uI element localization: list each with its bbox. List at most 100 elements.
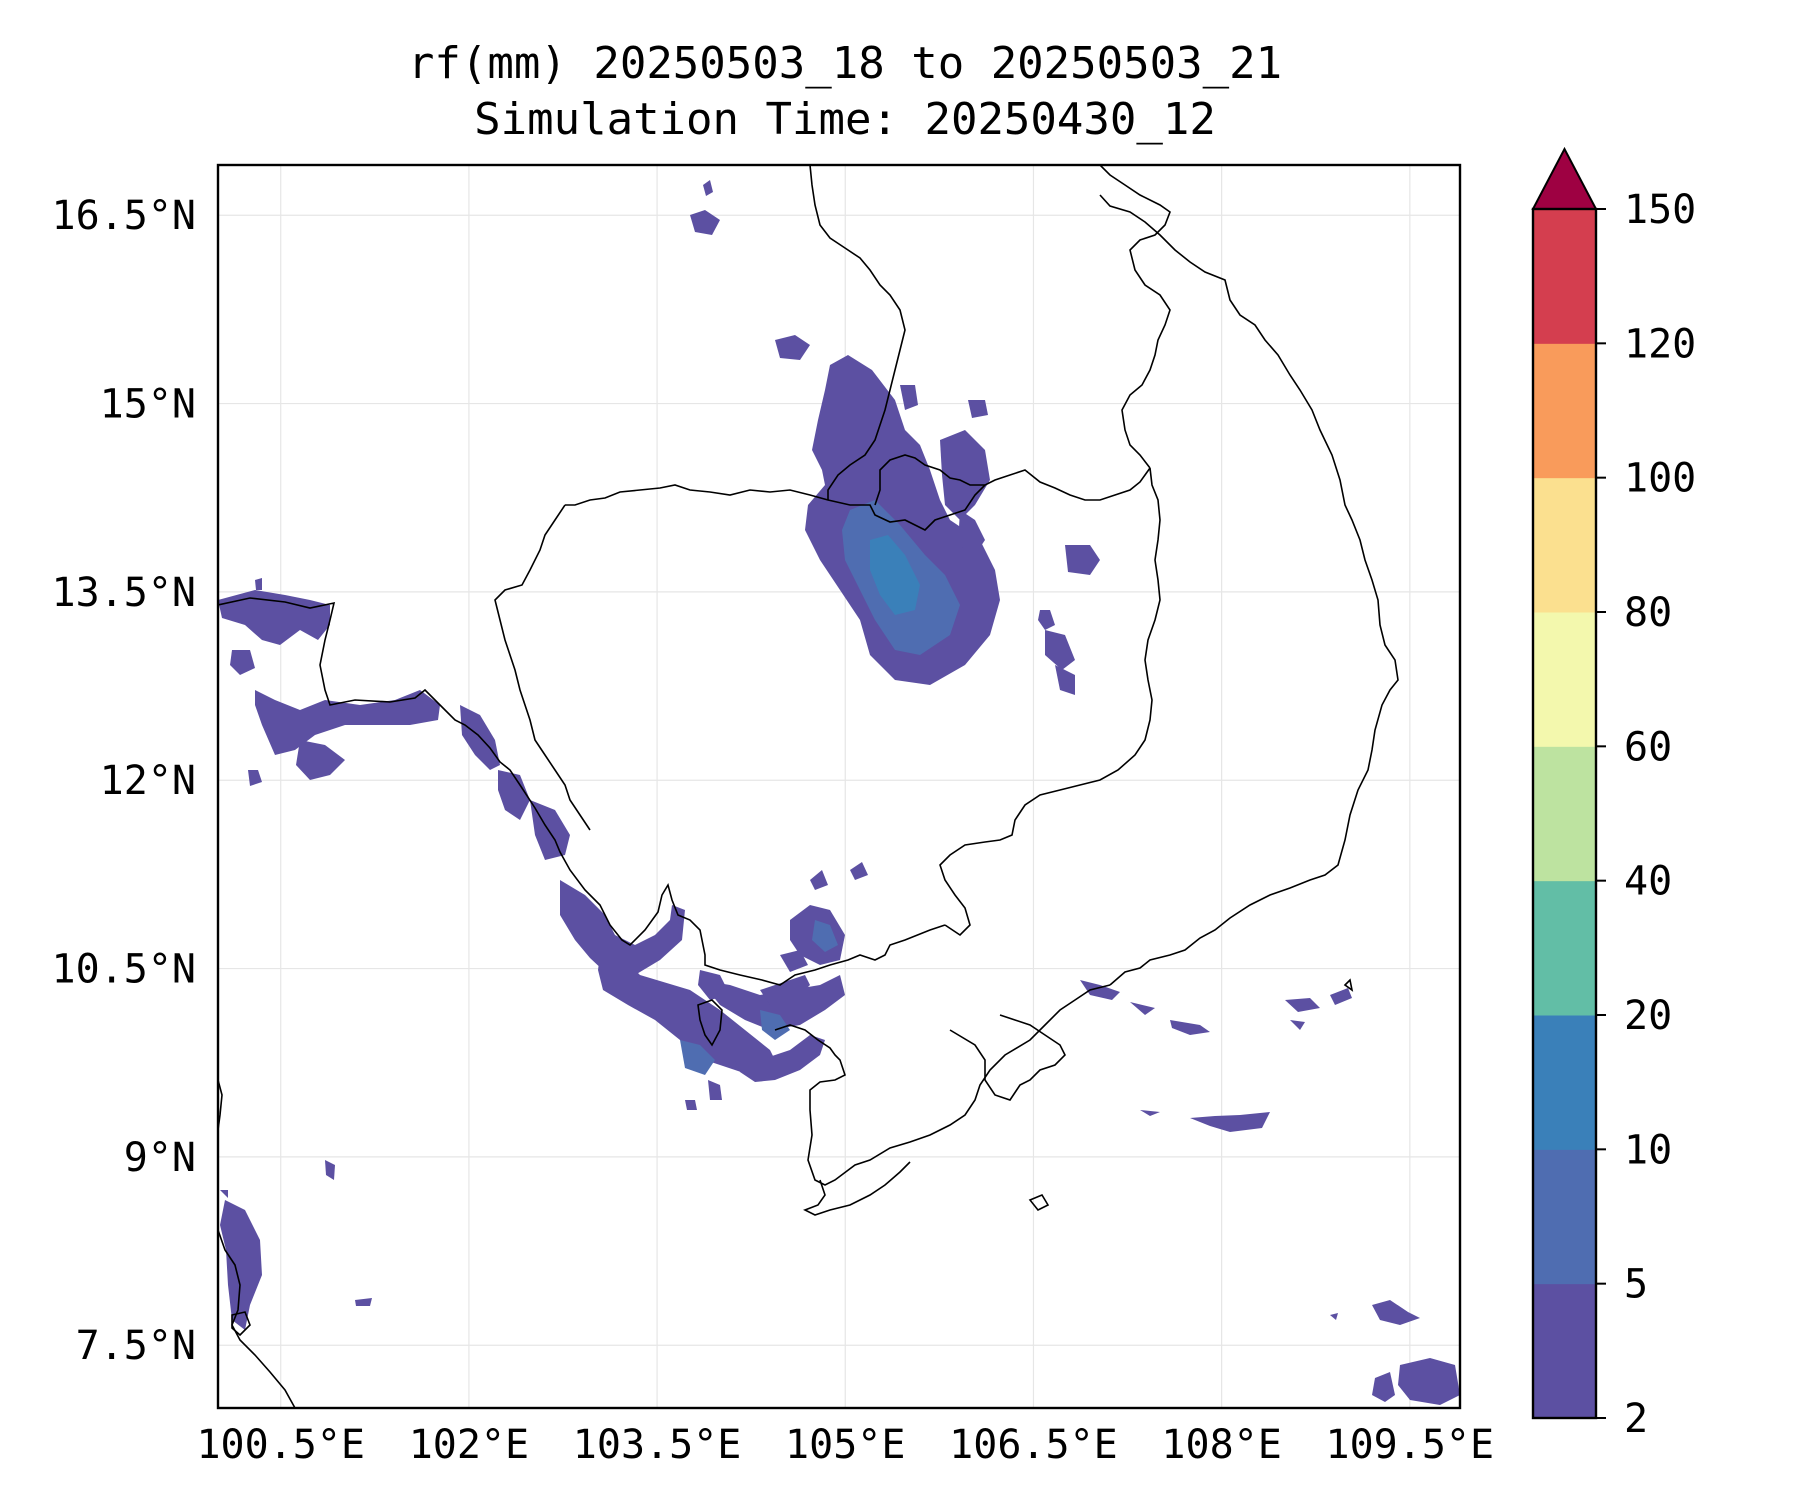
x-axis-ticks: 100.5°E 102°E 103.5°E 105°E 106.5°E 108°E 109.… (196, 1422, 1494, 1468)
border-cambodia-west (494, 504, 591, 831)
rain-patch-e-cluster (958, 510, 985, 555)
map-frame (216, 163, 1462, 1410)
rain-patch-ne-3 (1045, 630, 1075, 670)
y-tick-label: 16.5°N (52, 193, 197, 239)
colorbar-tick-label: 80 (1624, 590, 1672, 636)
rain-patch-w-5 (255, 578, 262, 590)
colorbar-extend-arrow (1531, 146, 1598, 210)
y-tick-label: 9°N (124, 1135, 196, 1181)
rain-patch-laos-2 (900, 385, 918, 410)
colorbar-tick-label: 10 (1624, 1127, 1672, 1173)
rain-patch-gulf-mod (680, 1040, 715, 1075)
rain-patch-ne-4 (1055, 665, 1075, 695)
rain-patch-ec-1 (1080, 980, 1120, 1000)
rain-patch-laos-5 (703, 180, 713, 196)
border-laos-cambodia (874, 454, 985, 506)
rain-patch-thai-5 (248, 770, 262, 786)
rain-patch-ec-6 (1290, 1020, 1305, 1030)
colorbar-tick-label: 60 (1624, 724, 1672, 770)
y-tick-label: 12°N (100, 758, 196, 804)
rain-patch-coast-4 (560, 880, 685, 975)
y-tick-label: 13.5°N (52, 570, 197, 616)
rain-patch-w-1 (220, 1200, 262, 1330)
x-tick-label: 100.5°E (196, 1422, 365, 1468)
colorbar-segment (1533, 612, 1596, 747)
rain-patch-mekong-3 (850, 862, 868, 880)
border-laos-vn (1099, 165, 1171, 469)
border-cambodia-vn (939, 467, 1161, 937)
figure-title: rf(mm) 20250503_18 to 20250503_21 (408, 38, 1282, 89)
rain-patch-w-2 (325, 1160, 335, 1180)
colorbar-segment (1533, 880, 1596, 1016)
rain-patch-thai-3 (255, 690, 440, 755)
rain-patch-south-2 (685, 1100, 697, 1110)
rain-patch-ec-2 (1130, 1002, 1155, 1015)
colorbar-segment (1533, 343, 1596, 479)
x-tick-label: 106.5°E (949, 1422, 1118, 1468)
x-tick-label: 102°E (409, 1422, 529, 1468)
rain-patch-ec-8 (1190, 1112, 1270, 1132)
coastline-vn-east (1099, 194, 1399, 986)
colorbar-segment (1533, 1149, 1596, 1285)
colorbar-segment (1533, 209, 1596, 344)
rain-patch-mekong-2 (780, 950, 808, 972)
coastline-malay-island (231, 1311, 251, 1337)
rain-patch-ne-2 (1038, 610, 1055, 630)
colorbar-segment (1533, 1283, 1596, 1419)
colorbar-frame (1531, 207, 1598, 1420)
x-tick-label: 108°E (1161, 1422, 1281, 1468)
rain-patch-se-3 (1372, 1372, 1395, 1402)
x-tick-label: 105°E (785, 1422, 905, 1468)
x-tick-label: 109.5°E (1326, 1422, 1495, 1468)
border-cambodia-thai (565, 467, 1151, 531)
rain-patch-se-1 (1372, 1300, 1420, 1325)
y-tick-label: 10.5°N (52, 947, 197, 993)
rain-patch-se-2 (1398, 1358, 1460, 1405)
rain-patch-thai-north (218, 590, 330, 645)
rain-patch-south-1 (708, 1080, 722, 1100)
rain-patch-laos-4 (690, 210, 720, 235)
rain-patch-ec-4 (1285, 998, 1320, 1012)
map-gridlines (218, 165, 1460, 1408)
rain-patch-thai-2 (230, 650, 255, 675)
rain-patch-ec-5 (1330, 988, 1352, 1005)
rain-patch-mekong-5 (735, 1035, 825, 1082)
rain-patch-central-heavy (870, 535, 920, 615)
coastline-island-1 (1028, 1193, 1050, 1212)
y-tick-label: 15°N (100, 382, 196, 428)
rain-patch-ne-1 (1065, 545, 1100, 575)
rain-patch-mekong-4 (810, 870, 828, 890)
border-laos-thai (809, 165, 906, 500)
rainfall-shading (218, 180, 1460, 1405)
rain-patch-ec-3 (1170, 1020, 1210, 1035)
rain-patch-laos-3 (968, 400, 988, 418)
coastline-mekong-south (774, 984, 1111, 1186)
rain-patch-sw-vn-1 (698, 970, 730, 1000)
colorbar-tick-label: 150 (1624, 187, 1696, 233)
rain-patch-w-4 (220, 1190, 228, 1198)
rain-patch-coast-5 (598, 955, 780, 1080)
colorbar-segment (1533, 1015, 1596, 1150)
colorbar-segment (1533, 477, 1596, 613)
rain-patch-ec-7 (1140, 1110, 1160, 1116)
rain-patch-mekong-1 (760, 975, 810, 1005)
rain-patch-sw-vn-mod (812, 920, 838, 952)
coastline-phu-quoc (697, 999, 723, 1047)
rain-patch-se-4 (1330, 1313, 1338, 1320)
rain-patch-thai-4 (296, 740, 345, 780)
rain-patch-coast-2 (498, 770, 530, 820)
colorbar-tick-label: 2 (1624, 1396, 1648, 1442)
x-tick-label: 103.5°E (573, 1422, 742, 1468)
coastline-mekong-delta-inner (949, 1014, 1066, 1101)
colorbar-tick-label: 20 (1624, 993, 1672, 1039)
coastline-thai-north (218, 597, 946, 986)
coastline-vietnam-south-tip (803, 1161, 911, 1216)
colorbar-segment (1533, 746, 1596, 882)
rain-patch-laos-1 (775, 335, 810, 360)
colorbar: 2 5 10 20 40 60 80 100 120 150 (1531, 146, 1696, 1442)
y-axis-ticks: 7.5°N 9°N 10.5°N 12°N 13.5°N 15°N 16.5°N (52, 193, 197, 1369)
colorbar-tick-label: 100 (1624, 456, 1696, 502)
coastline-island-2 (1343, 978, 1354, 992)
